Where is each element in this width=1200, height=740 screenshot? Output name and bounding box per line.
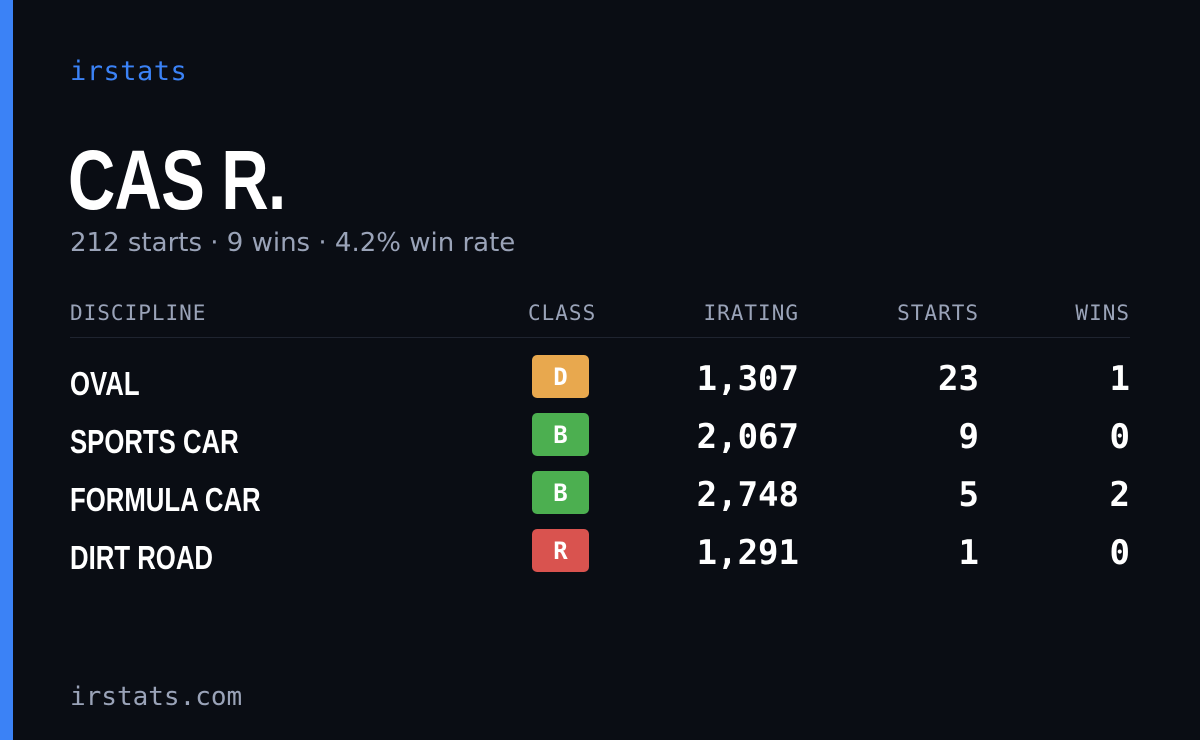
discipline-name: OVAL <box>70 365 140 402</box>
driver-name: CAS R. <box>68 133 286 227</box>
table-row: DIRT ROAD R 1,291 1 0 <box>70 529 1130 587</box>
license-class-badge: R <box>532 529 589 572</box>
starts-value: 23 <box>938 359 979 399</box>
table-body: OVAL D 1,307 23 1 SPORTS CAR B 2,067 9 0… <box>70 338 1130 587</box>
driver-summary: 212 starts · 9 wins · 4.2% win rate <box>70 228 516 258</box>
license-class-badge: B <box>532 471 589 514</box>
wins-value: 0 <box>1109 417 1130 457</box>
discipline-name: FORMULA CAR <box>70 481 261 518</box>
header-class: CLASS <box>528 301 597 325</box>
stats-table: DISCIPLINE CLASS IRATING STARTS WINS OVA… <box>70 298 1130 587</box>
table-row: FORMULA CAR B 2,748 5 2 <box>70 471 1130 529</box>
wins-value: 2 <box>1109 475 1130 515</box>
table-row: SPORTS CAR B 2,067 9 0 <box>70 413 1130 471</box>
starts-value: 5 <box>958 475 979 515</box>
license-class-badge: B <box>532 413 589 456</box>
irating-value: 2,067 <box>696 417 799 457</box>
footer-url: irstats.com <box>70 682 243 712</box>
table-header: DISCIPLINE CLASS IRATING STARTS WINS <box>70 298 1130 338</box>
header-wins: WINS <box>1075 301 1130 325</box>
header-discipline: DISCIPLINE <box>70 301 207 325</box>
starts-value: 9 <box>958 417 979 457</box>
irating-value: 1,307 <box>696 359 799 399</box>
accent-bar <box>0 0 13 740</box>
brand-logo-text: irstats <box>70 56 188 87</box>
header-starts: STARTS <box>897 301 979 325</box>
header-irating: IRATING <box>703 301 799 325</box>
wins-value: 0 <box>1109 533 1130 573</box>
irating-value: 2,748 <box>696 475 799 515</box>
irating-value: 1,291 <box>696 533 799 573</box>
license-class-badge: D <box>532 355 589 398</box>
starts-value: 1 <box>958 533 979 573</box>
wins-value: 1 <box>1109 359 1130 399</box>
discipline-name: SPORTS CAR <box>70 423 239 460</box>
table-row: OVAL D 1,307 23 1 <box>70 355 1130 413</box>
discipline-name: DIRT ROAD <box>70 539 213 576</box>
